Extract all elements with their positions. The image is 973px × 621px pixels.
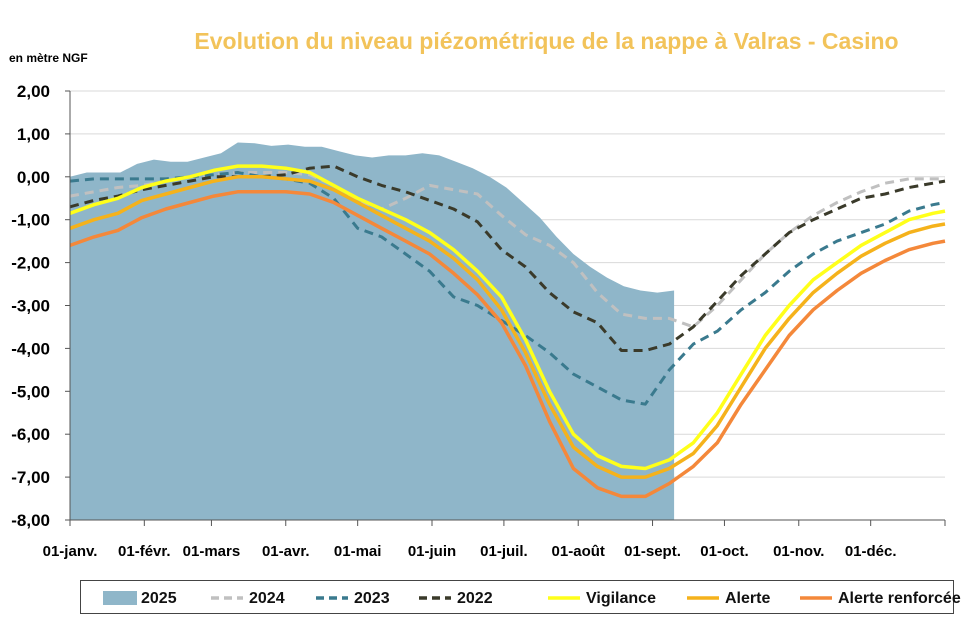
- x-tick-label: 01-mai: [334, 543, 382, 560]
- x-tick-label: 01-août: [552, 543, 605, 560]
- y-tick-label: 1,00: [17, 125, 50, 144]
- legend: 2025 2024 2023 2022 Vigilance Alerte Alerte re…: [80, 580, 961, 614]
- legend-label: Alerte renforcée: [838, 590, 961, 607]
- legend-swatch-alerte-renforcee: [800, 596, 832, 600]
- y-tick-label: 2,00: [17, 82, 50, 101]
- series-line-alerte-renforcee: [69, 190, 946, 499]
- legend-label: Alerte: [725, 590, 771, 607]
- series-line-vigilance: [69, 164, 946, 471]
- legend-swatch-2024: [211, 596, 243, 600]
- x-tick-label: 01-déc.: [845, 543, 897, 560]
- x-tick-label: 01-nov.: [773, 543, 824, 560]
- y-tick-label: 0,00: [17, 168, 50, 187]
- series-area-2025: [70, 142, 675, 520]
- x-tick-label: 01-sept.: [624, 543, 681, 560]
- legend-label: 2022: [457, 590, 493, 607]
- series-line-2022: [69, 164, 946, 352]
- x-tick-label: 01-févr.: [118, 543, 171, 560]
- y-tick-label: -1,00: [11, 211, 50, 230]
- x-tick-label: 01-oct.: [700, 543, 748, 560]
- y-tick-label: -5,00: [11, 382, 50, 401]
- legend-swatch-2025: [103, 591, 137, 605]
- chart-title: Evolution du niveau piézométrique de la …: [194, 28, 899, 54]
- series-line-alerte: [69, 175, 946, 479]
- y-tick-label: -8,00: [11, 511, 50, 530]
- series-layer: [69, 142, 946, 520]
- x-tick-label: 01-juin: [408, 543, 456, 560]
- legend-swatch-2022: [419, 596, 451, 600]
- x-tick-label: 01-avr.: [262, 543, 310, 560]
- x-tick-label: 01-mars: [183, 543, 241, 560]
- legend-swatch-vigilance: [548, 596, 580, 600]
- legend-label: 2024: [249, 590, 285, 607]
- legend-label: 2025: [141, 590, 177, 607]
- legend-label: 2023: [354, 590, 390, 607]
- y-axis-unit-label: en mètre NGF: [9, 51, 88, 65]
- y-tick-label: -3,00: [11, 297, 50, 316]
- x-tick-label: 01-janv.: [43, 543, 98, 560]
- y-tick-label: -2,00: [11, 254, 50, 273]
- axes: 2,00 1,00 0,00 -1,00 -2,00 -3,00 -4,00 -5,00 -6,…: [11, 82, 946, 560]
- legend-swatch-2023: [316, 596, 348, 600]
- y-tick-label: -7,00: [11, 468, 50, 487]
- y-tick-label: -4,00: [11, 339, 50, 358]
- y-tick-label: -6,00: [11, 425, 50, 444]
- legend-swatch-alerte: [687, 596, 719, 600]
- series-line-2024: [69, 171, 945, 329]
- x-tick-label: 01-juil.: [480, 543, 528, 560]
- legend-label: Vigilance: [586, 590, 656, 607]
